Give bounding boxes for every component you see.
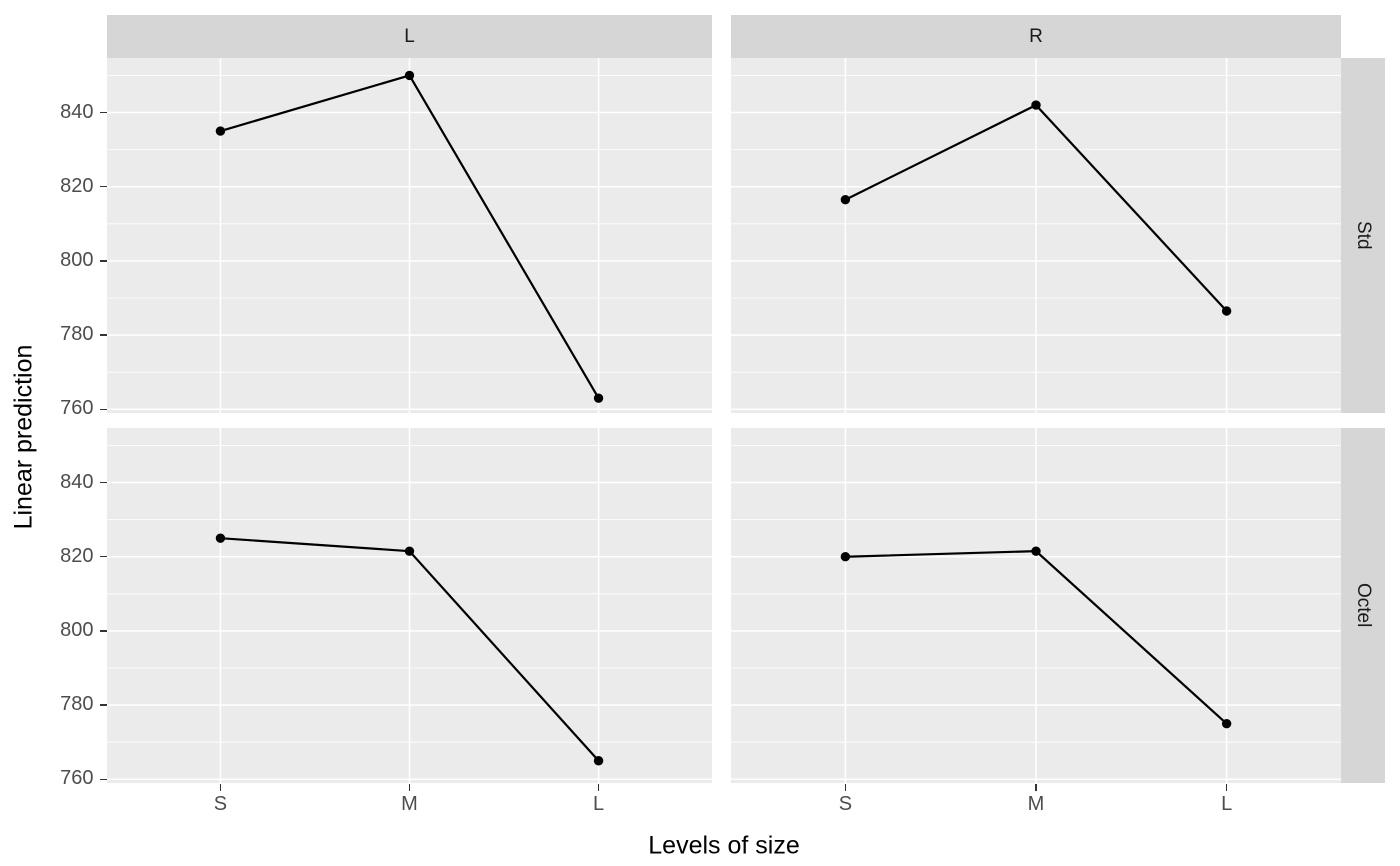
x-tick: [597, 783, 600, 791]
y-tick-label: 760: [60, 767, 94, 790]
panel-L-Octel: [107, 428, 712, 783]
y-axis-title: Linear prediction: [9, 344, 38, 530]
y-tick: [99, 408, 107, 411]
data-point-L-Std-S: [215, 126, 226, 136]
y-tick: [99, 555, 107, 558]
panel-R-Std: [731, 58, 1341, 413]
y-tick: [99, 111, 107, 114]
y-tick: [99, 260, 107, 262]
y-tick-label: 780: [60, 693, 94, 716]
x-tick: [1035, 783, 1037, 791]
y-tick-label: 820: [60, 174, 94, 197]
y-tick-label: 840: [60, 100, 94, 123]
facet-strip-row-Octel-label: Octel: [1353, 583, 1374, 628]
data-point-R-Std-S: [840, 195, 851, 205]
y-tick: [99, 334, 107, 336]
facet-strip-col-R-label: R: [1029, 25, 1043, 47]
facet-strip-col-L-label: L: [404, 25, 415, 47]
y-tick: [99, 630, 107, 632]
data-point-R-Octel-S: [840, 552, 851, 562]
panel-R-Octel: [731, 428, 1341, 783]
facet-strip-row-Std: Std: [1341, 58, 1385, 413]
x-tick: [408, 783, 411, 791]
x-axis-title: Levels of size: [648, 831, 800, 860]
data-point-L-Octel-L: [593, 756, 604, 766]
facet-strip-row-Octel: Octel: [1341, 428, 1385, 783]
x-tick: [1225, 783, 1228, 791]
y-tick-label: 800: [60, 618, 94, 641]
x-tick-label: M: [1027, 793, 1045, 815]
facet-strip-row-Std-label: Std: [1353, 221, 1374, 250]
x-tick-label: L: [593, 793, 605, 815]
data-point-R-Octel-M: [1031, 546, 1041, 556]
y-tick-label: 800: [60, 248, 94, 271]
panel-L-Std: [107, 58, 712, 413]
data-point-L-Octel-S: [215, 533, 226, 543]
x-tick-label: L: [1221, 793, 1233, 815]
y-tick: [99, 778, 107, 781]
data-point-R-Std-L: [1221, 306, 1232, 316]
y-tick: [99, 185, 107, 188]
facet-strip-col-L: L: [107, 15, 712, 58]
y-tick-label: 840: [60, 470, 94, 493]
y-tick-label: 780: [60, 323, 94, 346]
y-tick-label: 760: [60, 397, 94, 420]
data-point-R-Std-M: [1031, 100, 1041, 110]
x-tick-label: S: [838, 793, 853, 815]
y-tick: [99, 481, 107, 484]
facet-strip-col-R: R: [731, 15, 1341, 58]
x-tick: [844, 783, 847, 791]
x-tick: [219, 783, 222, 791]
data-point-L-Std-M: [404, 70, 415, 81]
x-tick-label: S: [213, 793, 228, 815]
y-tick: [99, 704, 107, 706]
data-point-L-Std-L: [593, 393, 604, 403]
x-tick-label: M: [401, 793, 418, 815]
data-point-R-Octel-L: [1221, 718, 1232, 729]
data-point-L-Octel-M: [404, 546, 415, 556]
y-tick-label: 820: [60, 544, 94, 567]
